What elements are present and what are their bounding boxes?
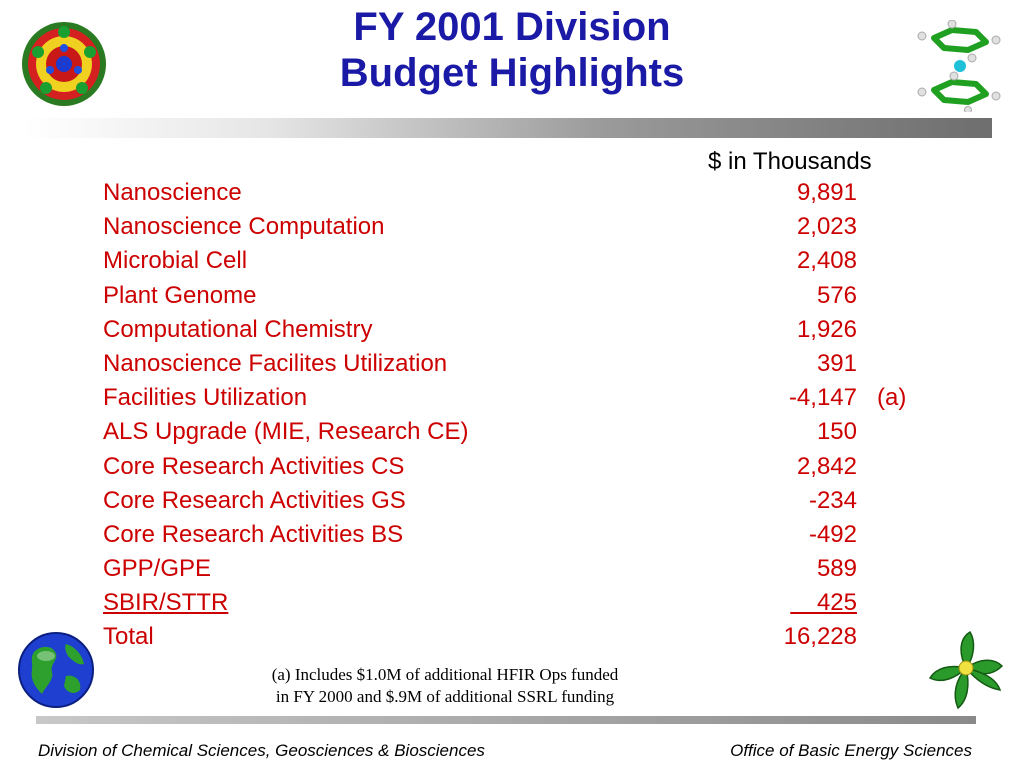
table-row: ALS Upgrade (MIE, Research CE) 150 [103, 417, 923, 451]
title-line-2: Budget Highlights [339, 51, 685, 95]
row-value: 589 [816, 555, 857, 583]
row-value: 2,408 [796, 247, 857, 275]
row-value: 391 [816, 349, 857, 377]
row-value: 9,891 [796, 179, 857, 206]
row-value: -4,147 [788, 384, 857, 412]
row-footnote-marker: (a) [877, 384, 907, 412]
table-row: Nanoscience 9,891 [103, 178, 923, 212]
row-label: GPP/GPE [103, 555, 212, 583]
nanostructure-logo-icon [22, 22, 106, 106]
row-label: SBIR/STTR [103, 589, 229, 617]
row-label: Core Research Activities GS [103, 486, 406, 514]
plant-icon [928, 630, 1004, 710]
table-row: Microbial Cell 2,408 [103, 246, 923, 280]
table-row: Facilities Utilization -4,147 (a) [103, 383, 923, 417]
row-value: 150 [816, 418, 857, 446]
row-value: -234 [808, 486, 857, 514]
row-label: Microbial Cell [103, 247, 248, 275]
table-row: Core Research Activities GS -234 [103, 486, 923, 520]
row-label: Facilities Utilization [103, 384, 308, 412]
row-label: Nanoscience [103, 179, 242, 206]
globe-icon [18, 632, 94, 708]
row-value: 16,228 [783, 623, 857, 651]
footnote-line-2: in FY 2000 and $.9M of additional SSRL f… [275, 687, 615, 706]
table-row: Plant Genome 576 [103, 281, 923, 315]
footer-division-name: Division of Chemical Sciences, Geoscienc… [38, 741, 485, 760]
table-row: Nanoscience Computation 2,023 [103, 212, 923, 246]
table-row: GPP/GPE 589 [103, 554, 923, 588]
title-line-1: FY 2001 Division [353, 5, 671, 49]
table-row: Nanoscience Facilites Utilization 391 [103, 349, 923, 383]
table-row: SBIR/STTR 425 [103, 588, 923, 622]
row-label: ALS Upgrade (MIE, Research CE) [103, 418, 469, 446]
row-label: Computational Chemistry [103, 315, 373, 343]
footnote-line-1: (a) Includes $1.0M of additional HFIR Op… [271, 665, 619, 684]
row-value: 576 [816, 281, 857, 309]
table-row: Core Research Activities BS -492 [103, 520, 923, 554]
row-label: Total [103, 623, 154, 651]
row-value: 2,023 [796, 213, 857, 241]
molecule-logo-icon [917, 20, 1001, 112]
row-value: -492 [808, 520, 857, 548]
row-label: Plant Genome [103, 281, 257, 309]
budget-table: Nanoscience 9,891 Nanoscience Computatio… [103, 178, 923, 657]
row-value: 1,926 [796, 315, 857, 343]
footer-office-name: Office of Basic Energy Sciences [730, 741, 972, 760]
page-title: FY 2001 Division Budget Highlights [0, 4, 1024, 96]
table-row: Computational Chemistry 1,926 [103, 315, 923, 349]
header-divider-bar [24, 118, 992, 138]
row-value: 425 [790, 589, 857, 617]
footnote: (a) Includes $1.0M of additional HFIR Op… [230, 664, 660, 708]
footer-divider-bar [36, 716, 976, 724]
row-value: 2,842 [796, 452, 857, 480]
row-label: Nanoscience Facilites Utilization [103, 349, 448, 377]
row-label: Core Research Activities CS [103, 452, 405, 480]
unit-label: $ in Thousands [708, 148, 872, 175]
row-label: Nanoscience Computation [103, 213, 385, 241]
row-label: Core Research Activities BS [103, 520, 404, 548]
total-row: Total 16,228 [103, 622, 923, 656]
table-row: Core Research Activities CS 2,842 [103, 452, 923, 486]
